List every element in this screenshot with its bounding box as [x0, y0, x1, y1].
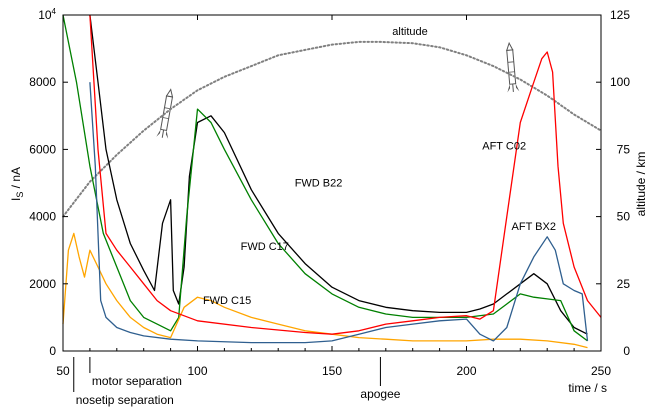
- series-line-aft-bx2: [89, 82, 589, 344]
- x-tick-label: 200: [456, 364, 476, 378]
- y-right-tick-label: 25: [617, 277, 631, 291]
- y-axis-left-top-tick: 104: [38, 7, 56, 22]
- x-tick-label: 50: [56, 364, 70, 378]
- series-line-fwd-c15: [62, 232, 588, 349]
- event-label-motor-separation: motor separation: [92, 374, 182, 388]
- y-right-tick-label: 100: [610, 75, 630, 89]
- y-right-tick-label: 125: [610, 8, 630, 22]
- series-label-fwd-c15: FWD C15: [203, 295, 251, 307]
- series-line-fwd-c17: [62, 14, 588, 342]
- series-label-fwd-c17: FWD C17: [241, 241, 289, 253]
- y-right-tick-label: 75: [617, 142, 631, 156]
- x-tick-label: 150: [322, 364, 342, 378]
- y-right-tick-label: 0: [623, 344, 630, 358]
- series-label-aft-c02: AFT C02: [482, 140, 526, 152]
- rocket-icon-right: [506, 41, 520, 93]
- y-left-tick-label: 2000: [29, 277, 56, 291]
- series-line-fwd-b22: [89, 14, 588, 335]
- x-tick-label: 100: [187, 364, 207, 378]
- series-line-altitude: [62, 40, 602, 218]
- event-label-nosetip-separation: nosetip separation: [76, 393, 174, 407]
- y-left-tick-label: 8000: [29, 75, 56, 89]
- series-label-fwd-b22: FWD B22: [295, 177, 343, 189]
- y-axis-right-label: altitude / km: [634, 152, 648, 217]
- event-label-apogee: apogee: [360, 387, 400, 401]
- rocket-icon-left: [156, 88, 174, 139]
- series-label-altitude: altitude: [392, 26, 427, 38]
- y-left-tick-label: 6000: [29, 142, 56, 156]
- x-tick-label: 250: [591, 364, 611, 378]
- series-line-aft-c02: [89, 14, 602, 335]
- y-axis-left-label: IS / nA: [9, 167, 25, 201]
- y-left-tick-label: 0: [49, 344, 56, 358]
- y-left-tick-label: 4000: [29, 210, 56, 224]
- x-axis-label: time / s: [568, 381, 607, 395]
- y-right-tick-label: 50: [617, 210, 631, 224]
- series-label-aft-bx2: AFT BX2: [512, 221, 556, 233]
